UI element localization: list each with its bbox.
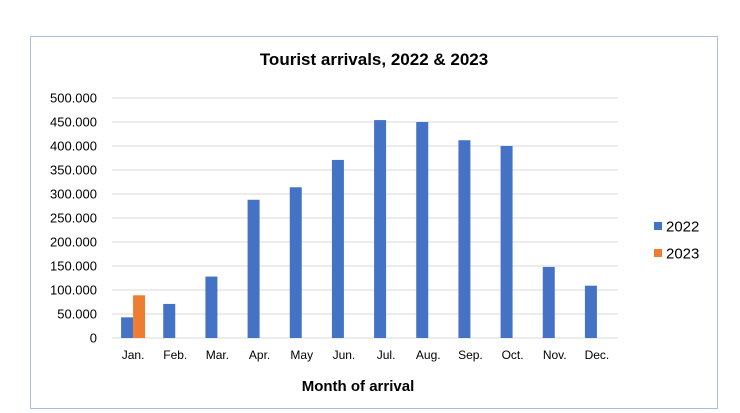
y-tick-label: 250.000 [50, 211, 97, 226]
bar-2022-jan [121, 317, 134, 338]
legend-label-2023: 2023 [666, 246, 699, 263]
bar-2022-aug [416, 122, 429, 338]
bar-2022-may [289, 187, 302, 338]
bars [121, 120, 597, 338]
bar-2022-jun [331, 159, 344, 338]
y-tick-label: 100.000 [50, 283, 97, 298]
x-tick-label: Jun. [333, 348, 356, 362]
x-tick-label: May [290, 348, 313, 362]
x-tick-label: Jul. [377, 348, 396, 362]
y-tick-label: 450.000 [50, 115, 97, 130]
y-tick-label: 0 [90, 331, 97, 346]
legend-swatch-2022 [654, 222, 662, 230]
x-axis-label: Month of arrival [302, 378, 415, 395]
x-tick-label: Mar. [206, 348, 229, 362]
x-tick-label: Oct. [502, 348, 524, 362]
chart-title: Tourist arrivals, 2022 & 2023 [260, 50, 488, 69]
x-tick-label: Sep. [458, 348, 483, 362]
legend-swatch-2023 [654, 249, 662, 257]
y-tick-label: 50.000 [57, 307, 97, 322]
y-axis-ticks: 0 50.000 100.000 150.000 200.000 250.000 300.0… [50, 91, 97, 346]
x-axis-ticks: Jan. Feb. Mar. Apr. May Jun. Jul. Aug. Sep. Oct. N… [122, 348, 610, 362]
x-tick-label: Dec. [585, 348, 610, 362]
x-tick-label: Apr. [249, 348, 270, 362]
x-tick-label: Aug. [416, 348, 441, 362]
bar-2022-sep [458, 140, 471, 338]
y-tick-label: 300.000 [50, 187, 97, 202]
legend-label-2022: 2022 [666, 219, 699, 236]
bar-2022-nov [542, 266, 555, 338]
y-tick-label: 350.000 [50, 163, 97, 178]
bar-2022-feb [163, 303, 176, 338]
grid-lines [112, 97, 618, 339]
bar-2022-jul [374, 120, 387, 338]
x-tick-label: Nov. [543, 348, 567, 362]
y-tick-label: 400.000 [50, 139, 97, 154]
bar-2022-dec [584, 285, 597, 338]
legend: 2022 2023 [654, 219, 699, 263]
y-tick-label: 200.000 [50, 235, 97, 250]
y-tick-label: 150.000 [50, 259, 97, 274]
x-tick-label: Feb. [163, 348, 187, 362]
x-tick-label: Jan. [122, 348, 145, 362]
bar-2023-jan [133, 295, 146, 338]
y-tick-label: 500.000 [50, 91, 97, 106]
bar-2022-mar [205, 276, 218, 338]
bar-2022-oct [500, 146, 513, 338]
bar-2022-apr [247, 199, 260, 338]
